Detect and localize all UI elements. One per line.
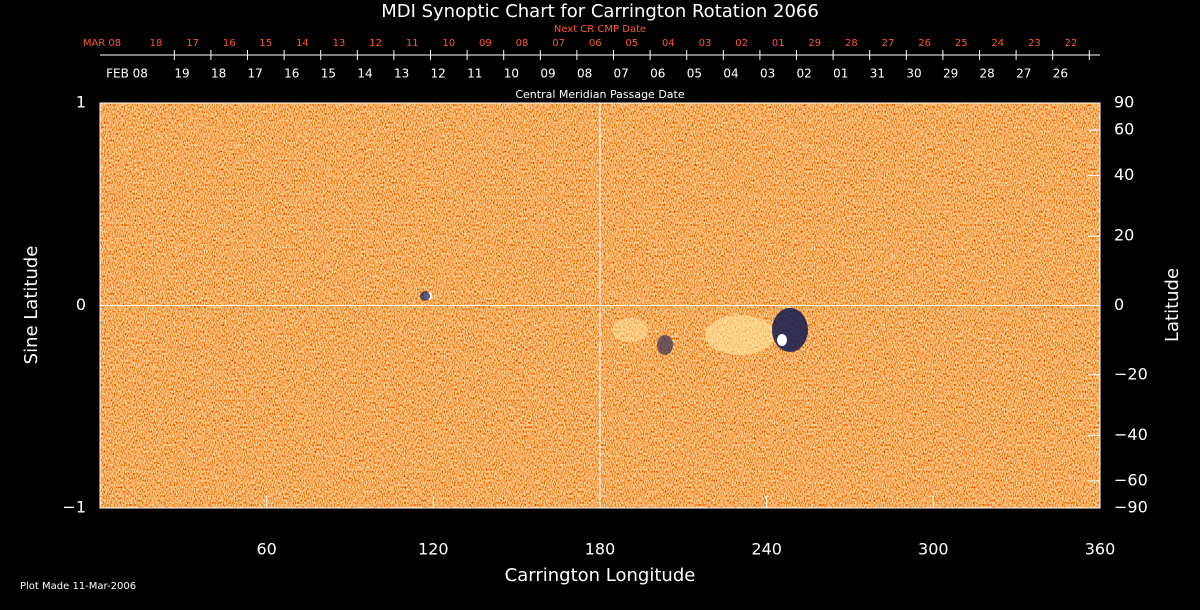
y2-tick-label: −40 <box>1114 425 1148 444</box>
top-date-label: 15 <box>259 38 272 49</box>
x-tick-label: 360 <box>1085 540 1116 559</box>
active-region <box>420 291 808 355</box>
top-date-label: MAR 08 <box>83 38 121 49</box>
top-date-label: 28 <box>845 38 858 49</box>
y2-tick-label: 40 <box>1114 165 1134 184</box>
cmp-date-label: 08 <box>577 67 592 81</box>
top-date-label: 17 <box>186 38 199 49</box>
top-date-label: 23 <box>1028 38 1041 49</box>
cmp-date-label: 17 <box>248 67 263 81</box>
cmp-date-label: 04 <box>723 67 738 81</box>
y-tick-label: −1 <box>62 498 86 517</box>
top-date-label: 25 <box>955 38 968 49</box>
x-tick-label: 240 <box>751 540 782 559</box>
cmp-date-label: 31 <box>870 67 885 81</box>
y2-tick-label: −20 <box>1114 364 1148 383</box>
top-date-label: 27 <box>882 38 895 49</box>
top-date-label: 07 <box>552 38 565 49</box>
top-date-label: 14 <box>296 38 309 49</box>
cmp-date-label: 27 <box>1016 67 1031 81</box>
top-date-label: 24 <box>991 38 1004 49</box>
y-axis-label: Sine Latitude <box>21 246 42 365</box>
top-date-label: 02 <box>735 38 748 49</box>
top-date-label: 05 <box>625 38 638 49</box>
x-tick-label: 120 <box>418 540 449 559</box>
cmp-date-label: 06 <box>650 67 665 81</box>
footnote: Plot Made 11-Mar-2006 <box>20 581 136 592</box>
cmp-date-label: 01 <box>833 67 848 81</box>
cmp-date-label: 05 <box>687 67 702 81</box>
y2-tick-label: 90 <box>1114 93 1134 112</box>
cmp-date-label: 16 <box>284 67 299 81</box>
top-date-label: 12 <box>369 38 382 49</box>
top-date-label: 16 <box>223 38 236 49</box>
top-date-label: 06 <box>589 38 602 49</box>
x-tick-label: 300 <box>918 540 949 559</box>
top-date-label: 22 <box>1065 38 1078 49</box>
top-date-label: 18 <box>150 38 163 49</box>
top-date-label: 01 <box>772 38 785 49</box>
cmp-date-label: FEB 08 <box>106 67 148 81</box>
cmp-date-label: 13 <box>394 67 409 81</box>
cmp-date-label: 12 <box>431 67 446 81</box>
x-axis-label: Carrington Longitude <box>505 565 696 586</box>
cmp-date-label: 18 <box>211 67 226 81</box>
cmp-date-label: 10 <box>504 67 519 81</box>
y2-tick-label: 0 <box>1114 295 1124 314</box>
y2-tick-label: 20 <box>1114 226 1134 245</box>
cmp-date-label: 07 <box>614 67 629 81</box>
cmp-date-label: 30 <box>906 67 921 81</box>
x-tick-label: 180 <box>585 540 616 559</box>
cmp-date-label: 28 <box>980 67 995 81</box>
y2-tick-label: −90 <box>1114 498 1148 517</box>
cmp-date-label: 14 <box>357 67 372 81</box>
y2-tick-label: −60 <box>1114 470 1148 489</box>
cmp-date-label: 26 <box>1053 67 1068 81</box>
y2-axis-label: Latitude <box>1162 268 1183 342</box>
cmp-date-label: 02 <box>797 67 812 81</box>
cmp-date-label: 19 <box>174 67 189 81</box>
top-date-label: 03 <box>699 38 712 49</box>
cmp-date-label: 09 <box>540 67 555 81</box>
cmp-axis-title: Central Meridian Passage Date <box>515 88 684 101</box>
top-date-label: 11 <box>406 38 419 49</box>
cmp-date-label: 29 <box>943 67 958 81</box>
y-tick-label: 0 <box>76 295 86 314</box>
top-date-label: 09 <box>479 38 492 49</box>
top-date-label: 26 <box>918 38 931 49</box>
top-date-label: 04 <box>662 38 675 49</box>
top-date-label: 10 <box>442 38 455 49</box>
top-date-label: 29 <box>808 38 821 49</box>
y-tick-label: 1 <box>76 93 86 112</box>
cmp-date-label: 11 <box>467 67 482 81</box>
top-date-label: 08 <box>516 38 529 49</box>
cmp-date-label: 15 <box>321 67 336 81</box>
y2-tick-label: 60 <box>1114 120 1134 139</box>
x-tick-label: 60 <box>256 540 276 559</box>
chart-title: MDI Synoptic Chart for Carrington Rotati… <box>381 1 819 22</box>
cmp-date-label: 03 <box>760 67 775 81</box>
top-axis-title: Next CR CMP Date <box>554 24 646 35</box>
top-date-label: 13 <box>333 38 346 49</box>
